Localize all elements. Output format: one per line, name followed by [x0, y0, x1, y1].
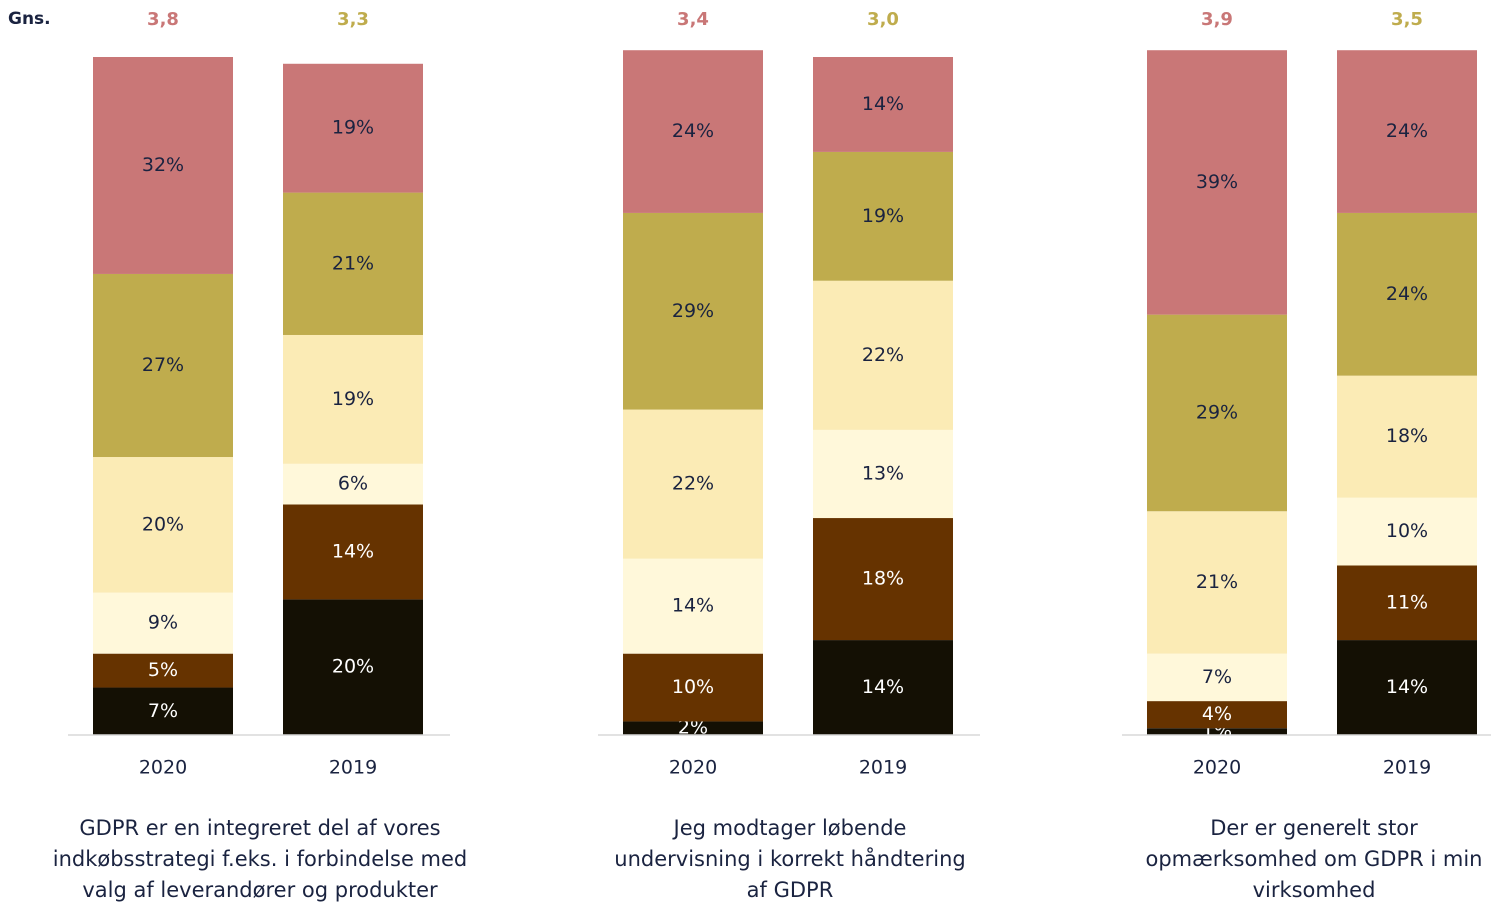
value-label: 19% — [332, 117, 374, 139]
value-label: 18% — [862, 568, 904, 590]
x-tick-label: 2019 — [859, 757, 907, 779]
value-label: 32% — [142, 154, 184, 176]
value-label: 24% — [1386, 120, 1428, 142]
bar-segment — [1337, 375, 1477, 498]
value-label: 9% — [148, 612, 178, 634]
bar-segment — [1337, 497, 1477, 566]
chart-caption: opmærksomhed om GDPR i min — [1146, 847, 1483, 871]
bar-segment — [813, 57, 953, 152]
x-tick-label: 2019 — [1383, 757, 1431, 779]
bar-segment — [283, 334, 423, 464]
chart-caption: undervisning i korrekt håndtering — [614, 846, 965, 871]
bar-segment — [283, 192, 423, 335]
value-label: 7% — [1202, 666, 1232, 688]
value-label: 14% — [332, 540, 374, 562]
chart-caption: virksomhed — [1253, 878, 1376, 902]
bar-segment — [1337, 212, 1477, 376]
chart-caption: af GDPR — [747, 878, 834, 902]
value-label: 27% — [142, 354, 184, 376]
average-value: 3,9 — [1201, 9, 1233, 30]
bar-segment — [1147, 314, 1287, 512]
bar-segment — [1147, 701, 1287, 729]
value-label: 10% — [672, 676, 714, 698]
bar-segment — [813, 429, 953, 519]
value-label: 14% — [862, 676, 904, 698]
value-label: 18% — [1386, 425, 1428, 447]
value-label: 14% — [672, 595, 714, 617]
x-tick-label: 2019 — [329, 757, 377, 779]
bar-segment — [1147, 50, 1287, 315]
chart-caption: GDPR er en integreret del af vores — [79, 816, 440, 840]
value-label: 39% — [1196, 171, 1238, 193]
bar-segment — [1337, 565, 1477, 641]
bar-segment — [623, 721, 763, 735]
bar-segment — [623, 212, 763, 410]
value-label: 20% — [332, 656, 374, 678]
average-value: 3,3 — [337, 9, 369, 30]
value-label: 7% — [148, 700, 178, 722]
value-label: 2% — [678, 717, 708, 739]
average-value: 3,4 — [677, 9, 709, 30]
x-tick-label: 2020 — [139, 757, 187, 779]
bar-segment — [623, 558, 763, 654]
bar-segment — [93, 273, 233, 458]
value-label: 24% — [672, 120, 714, 142]
bar-segment — [93, 653, 233, 688]
bar-segment — [813, 518, 953, 641]
bar-segment — [1147, 511, 1287, 654]
value-label: 24% — [1386, 283, 1428, 305]
value-label: 29% — [1196, 401, 1238, 423]
bar-segment — [1147, 653, 1287, 702]
value-label: 13% — [862, 462, 904, 484]
average-label: Gns. — [8, 9, 51, 29]
value-label: 6% — [338, 473, 368, 495]
bar-segment — [283, 463, 423, 505]
bar-segment — [1337, 640, 1477, 735]
bar-segment — [813, 640, 953, 735]
chart-caption: Der er generelt stor — [1210, 816, 1418, 840]
bar-segment — [283, 63, 423, 193]
average-value: 3,8 — [147, 9, 179, 30]
bar-segment — [813, 280, 953, 430]
value-label: 19% — [862, 205, 904, 227]
x-tick-label: 2020 — [1193, 757, 1241, 779]
bar-segment — [93, 457, 233, 593]
bar-segment — [283, 599, 423, 735]
bar-segment — [93, 57, 233, 274]
bar-segment — [283, 504, 423, 600]
bar-segment — [623, 409, 763, 559]
value-label: 10% — [1386, 520, 1428, 542]
chart-caption: Jeg modtager løbende — [672, 816, 907, 840]
bar-segment — [1147, 728, 1287, 735]
value-label: 5% — [148, 659, 178, 681]
value-label: 21% — [332, 252, 374, 274]
x-tick-label: 2020 — [669, 757, 717, 779]
value-label: 14% — [1386, 676, 1428, 698]
value-label: 20% — [142, 513, 184, 535]
bar-segment — [623, 50, 763, 213]
bar-segment — [93, 687, 233, 735]
value-label: 4% — [1202, 703, 1232, 725]
bar-segment — [813, 151, 953, 281]
chart-caption: valg af leverandører og produkter — [82, 878, 438, 902]
bar-segment — [93, 592, 233, 654]
value-label: 14% — [862, 93, 904, 115]
average-value: 3,5 — [1391, 9, 1423, 30]
average-value: 3,0 — [867, 9, 899, 30]
value-label: 19% — [332, 388, 374, 410]
value-label: 22% — [862, 344, 904, 366]
chart-caption: indkøbsstrategi f.eks. i forbindelse med — [53, 847, 468, 871]
value-label: 22% — [672, 473, 714, 495]
bar-segment — [1337, 50, 1477, 213]
bar-segment — [623, 653, 763, 722]
value-label: 11% — [1386, 591, 1428, 613]
value-label: 29% — [672, 300, 714, 322]
value-label: 21% — [1196, 571, 1238, 593]
